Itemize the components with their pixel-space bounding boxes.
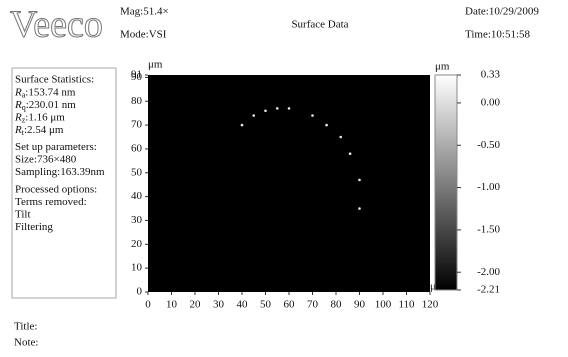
x-tick-label: 70: [307, 299, 319, 311]
point: [288, 107, 291, 110]
point: [358, 179, 361, 182]
point: [252, 114, 255, 117]
x-tick-label: 10: [166, 299, 178, 311]
x-tick-label: 0: [145, 299, 151, 311]
stat-value: :2.54 μm: [24, 124, 64, 136]
processed-item: Terms removed:: [15, 196, 87, 208]
y-tick-label: 50: [131, 166, 143, 178]
logo: Veeco: [10, 4, 103, 46]
y-tick-label: 20: [131, 238, 143, 250]
mag: Mag:51.4×: [120, 6, 169, 18]
stat-value: :1.16 μm: [25, 111, 65, 123]
x-tick-label: 110: [398, 299, 415, 311]
colorbar-tick-label: -2.00: [477, 266, 500, 278]
x-tick-label: 20: [190, 299, 202, 311]
x-tick-label: 50: [260, 299, 272, 311]
x-tick-label: 30: [213, 299, 225, 311]
x-tick-label: 60: [284, 299, 296, 311]
setup-item: Size:736×480: [15, 154, 77, 166]
y-tick-label: 60: [131, 142, 143, 154]
screen: Veeco Mag:51.4× Mode:VSI Surface Data Da…: [0, 0, 568, 357]
setup-item: Sampling:163.39nm: [15, 166, 105, 178]
y-tick-label: 70: [131, 119, 143, 131]
colorbar-tick-label: -2.21: [477, 284, 500, 296]
title: Surface Data: [291, 19, 348, 31]
footer-note: Note:: [14, 337, 38, 349]
section-title: Surface Statistics:: [15, 74, 94, 86]
point: [358, 207, 361, 210]
colorbar-tick-label: -1.50: [477, 223, 500, 235]
y-tick-label: 30: [131, 214, 143, 226]
stat-value: :153.74 nm: [25, 86, 76, 98]
x-tick-label: 80: [331, 299, 343, 311]
time: Time:10:51:58: [465, 29, 530, 41]
stat: Rt:2.54 μm: [14, 124, 64, 137]
y-tick-label: 80: [131, 95, 143, 107]
x-tick-label: 120: [422, 299, 439, 311]
colorbar: [435, 75, 457, 290]
point: [339, 136, 342, 139]
x-tick-label: 40: [237, 299, 249, 311]
processed-item: Tilt: [15, 209, 31, 221]
colorbar-tick-label: 0.33: [481, 69, 501, 81]
section-title: Processed options:: [15, 184, 97, 196]
colorbar-tick-label: -1.00: [477, 181, 500, 193]
point: [311, 114, 314, 117]
colorbar-unit: μm: [435, 61, 450, 73]
y-tick-label: 0: [137, 286, 143, 298]
x-tick-label: 90: [354, 299, 366, 311]
processed-item: Filtering: [15, 221, 53, 233]
y-tick-label: 40: [131, 190, 143, 202]
y-tick-label: 10: [131, 262, 143, 274]
stat: Rz:1.16 μm: [14, 111, 65, 124]
footer-title: Title:: [14, 321, 37, 333]
point: [325, 124, 328, 127]
section-title: Set up parameters:: [15, 141, 97, 153]
point: [264, 109, 267, 112]
stat-value: :230.01 nm: [26, 99, 77, 111]
y-tick-label: 91: [131, 69, 142, 81]
mode: Mode:VSI: [120, 29, 167, 41]
colorbar-tick-label: 0.00: [481, 96, 501, 108]
point: [349, 152, 352, 155]
x-tick-label: 100: [375, 299, 392, 311]
colorbar-tick-label: -0.50: [477, 139, 500, 151]
point: [276, 107, 279, 110]
date: Date:10/29/2009: [465, 6, 539, 18]
point: [241, 124, 244, 127]
y-unit: μm: [148, 59, 163, 71]
